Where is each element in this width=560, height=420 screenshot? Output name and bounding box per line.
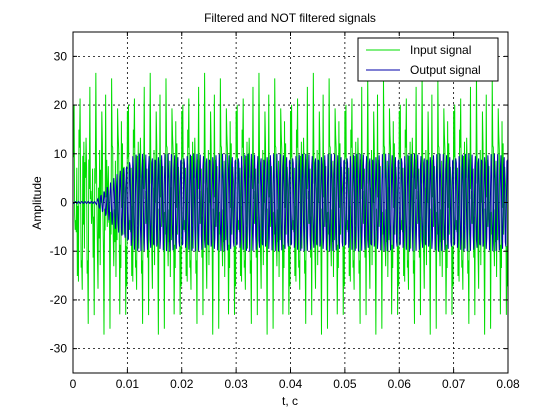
y-tick-label: 0 xyxy=(60,196,67,210)
x-tick-label: 0.02 xyxy=(170,377,194,391)
legend-label-output-signal: Output signal xyxy=(410,63,481,77)
y-tick-label: -10 xyxy=(50,244,68,258)
y-tick-label: 30 xyxy=(54,49,68,63)
y-axis-label: Amplitude xyxy=(30,176,44,230)
x-tick-label: 0.05 xyxy=(333,377,357,391)
x-tick-label: 0.08 xyxy=(496,377,520,391)
x-axis-ticks: 0 0.01 0.02 0.03 0.04 0.05 0.06 0.07 0.08 xyxy=(70,32,520,391)
y-tick-label: 20 xyxy=(54,98,68,112)
x-tick-label: 0.06 xyxy=(388,377,412,391)
y-tick-label: -20 xyxy=(50,293,68,307)
legend-label-input-signal: Input signal xyxy=(410,43,471,57)
x-axis-label: t, c xyxy=(282,394,298,408)
x-tick-label: 0 xyxy=(70,377,77,391)
x-tick-label: 0.07 xyxy=(442,377,466,391)
x-tick-label: 0.04 xyxy=(279,377,303,391)
y-axis-ticks: -30 -20 -10 0 10 20 30 xyxy=(50,49,508,356)
series-output-signal-line xyxy=(73,153,508,252)
legend: Input signal Output signal xyxy=(357,37,499,82)
y-tick-label: 10 xyxy=(54,147,68,161)
x-tick-label: 0.01 xyxy=(116,377,140,391)
chart-title: Filtered and NOT filtered signals xyxy=(204,11,376,25)
legend-box xyxy=(357,37,499,82)
x-tick-label: 0.03 xyxy=(224,377,248,391)
y-tick-label: -30 xyxy=(50,342,68,356)
